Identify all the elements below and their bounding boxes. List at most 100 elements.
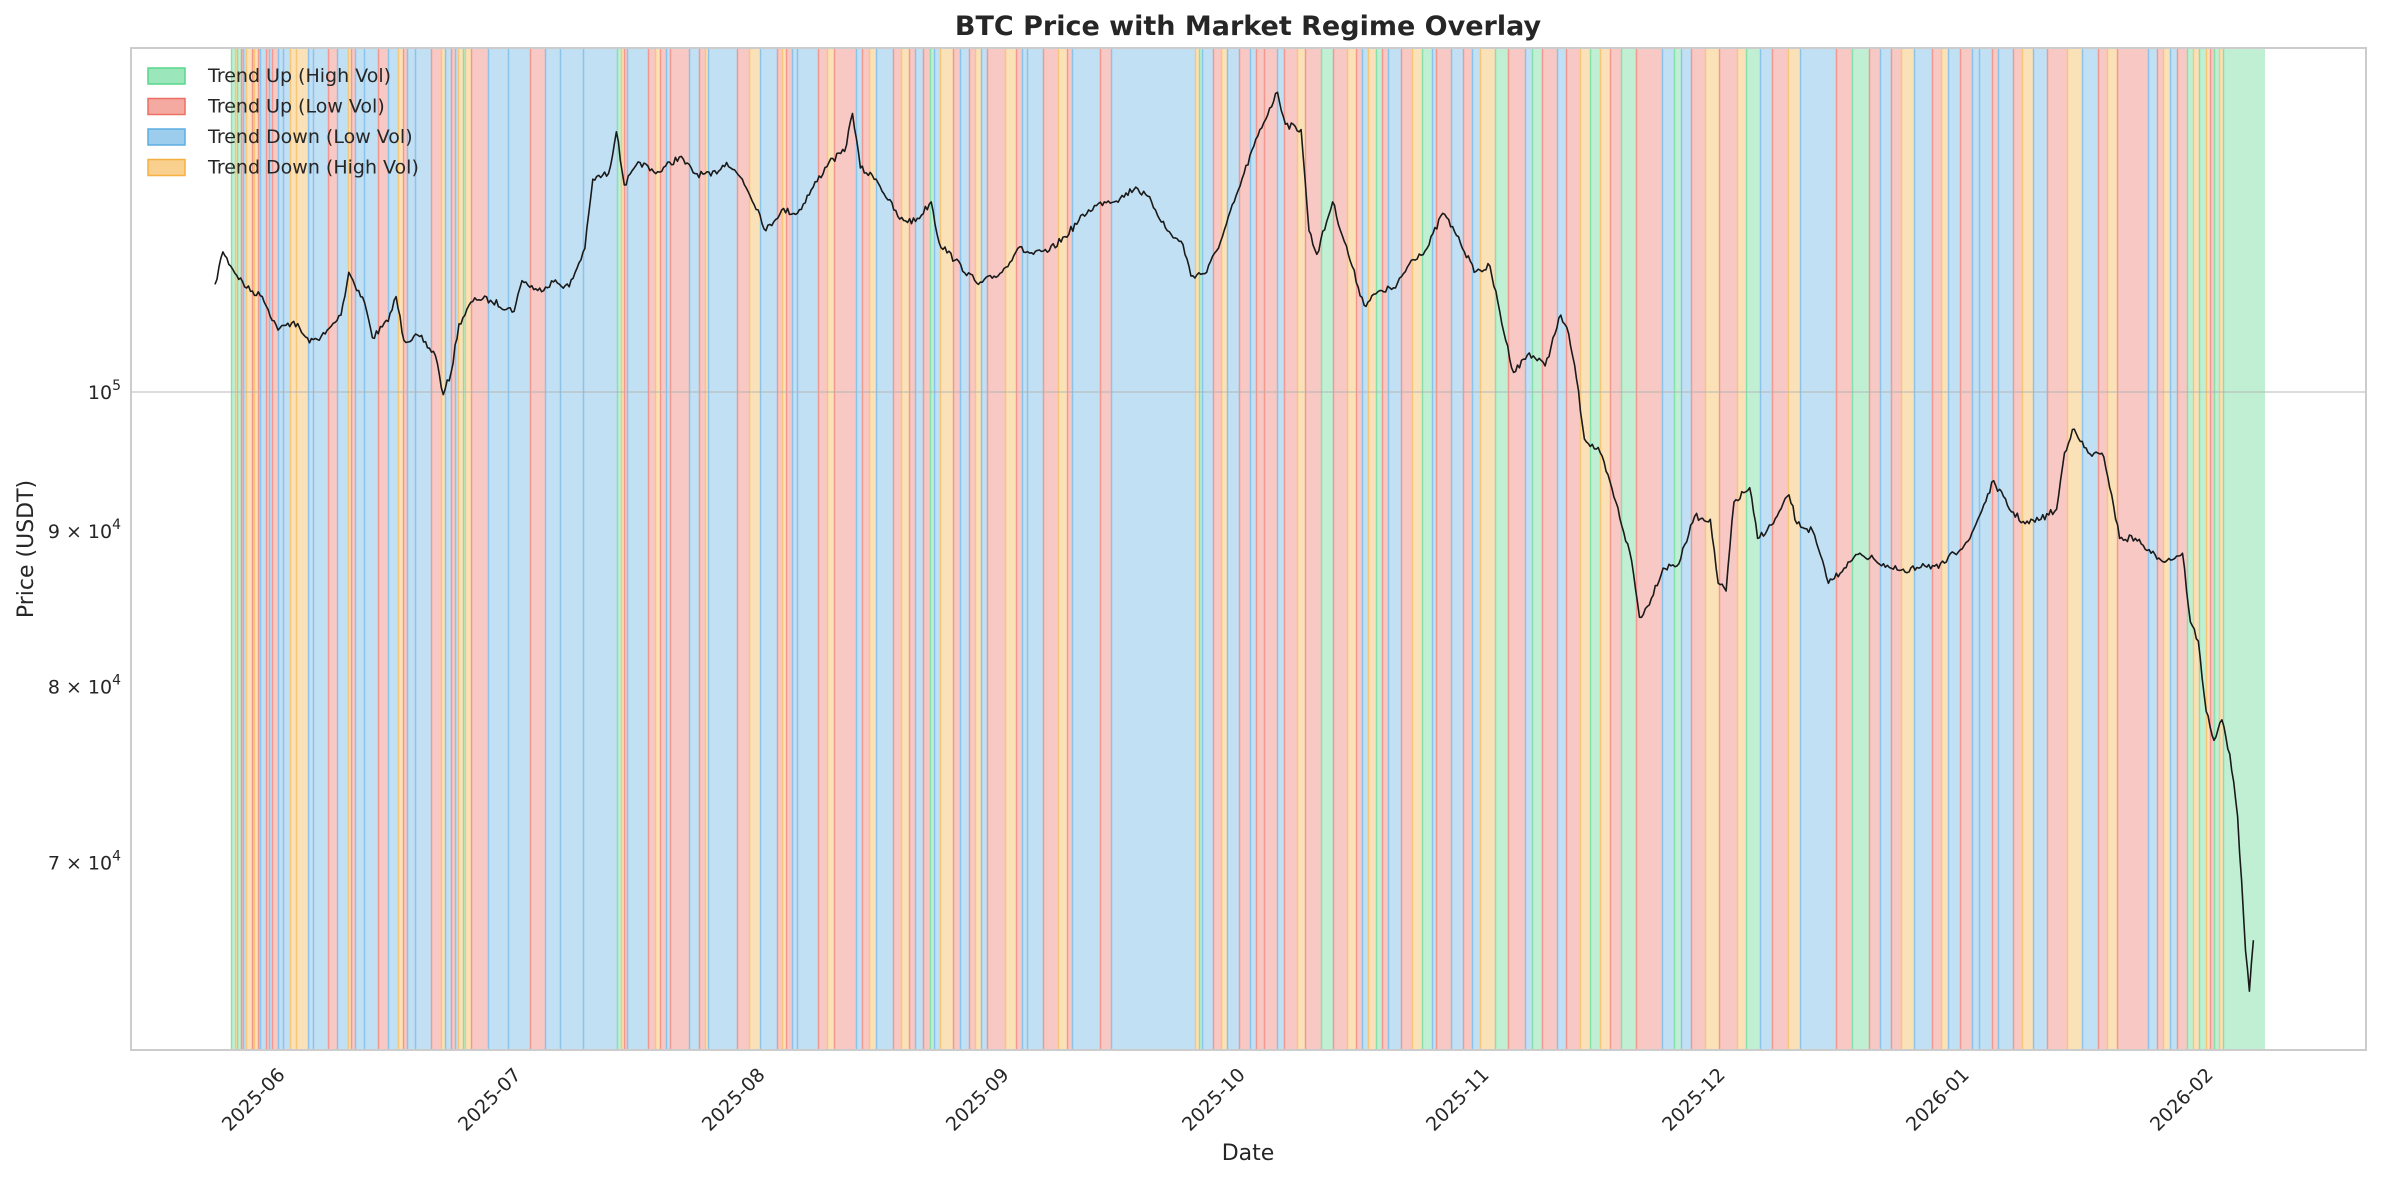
regime-band-down_low: [1979, 49, 1992, 1049]
regime-band-up_low: [1436, 49, 1451, 1049]
regime-band-down_low: [278, 49, 283, 1049]
regime-band-down_low: [1388, 49, 1401, 1049]
regime-band-down_high: [901, 49, 909, 1049]
regime-band-up_low: [1691, 49, 1705, 1049]
regime-band-down_low: [445, 49, 451, 1049]
regime-band-down_low: [337, 49, 348, 1049]
regime-band-down_high: [1580, 49, 1590, 1049]
regime-band-down_high: [2067, 49, 2082, 1049]
regime-band-down_low: [1681, 49, 1691, 1049]
legend-swatch: [147, 67, 186, 85]
regime-band-down_high: [2107, 49, 2117, 1049]
regime-band-up_low: [1305, 49, 1321, 1049]
regime-band-down_high: [296, 49, 308, 1049]
regime-band-down_low: [545, 49, 560, 1049]
regime-band-down_high: [975, 49, 981, 1049]
regime-band-down_low: [1027, 49, 1043, 1049]
regime-band-down_high: [655, 49, 660, 1049]
regime-band-down_low: [1948, 49, 1960, 1049]
regime-band-up_low: [1356, 49, 1362, 1049]
y-tick-label: 9 × 104: [48, 517, 121, 543]
regime-band-down_low: [934, 49, 940, 1049]
regime-band-down_low: [1022, 49, 1027, 1049]
legend-label: Trend Down (High Vol): [207, 157, 419, 179]
regime-band-up_low: [530, 49, 545, 1049]
regime-band-up_low: [1401, 49, 1412, 1049]
regime-band-down_low: [1472, 49, 1480, 1049]
regime-band-up_low: [777, 49, 782, 1049]
regime-band-down_low: [1451, 49, 1463, 1049]
regime-band-down_low: [1998, 49, 2013, 1049]
regime-band-down_high: [869, 49, 876, 1049]
regime-band-up_high: [1495, 49, 1508, 1049]
regime-band-down_high: [1737, 49, 1746, 1049]
regime-band-down_low: [407, 49, 415, 1049]
regime-band-up_low: [2047, 49, 2067, 1049]
y-tick-label: 7 × 104: [48, 849, 121, 875]
x-axis-label: Date: [1222, 1141, 1275, 1166]
regime-band-down_high: [1347, 49, 1356, 1049]
regime-band-down_high: [621, 49, 624, 1049]
regime-band-down_low: [583, 49, 617, 1049]
regime-band-up_high: [231, 49, 235, 1049]
legend-item-down_low: Trend Down (Low Vol): [147, 126, 413, 148]
regime-band-down_high: [246, 49, 252, 1049]
regime-band-down_low: [1880, 49, 1891, 1049]
regime-band-up_low: [670, 49, 689, 1049]
regime-band-down_high: [1058, 49, 1067, 1049]
regime-band-up_low: [862, 49, 869, 1049]
regime-band-down_low: [1111, 49, 1195, 1049]
regime-band-down_low: [960, 49, 969, 1049]
regime-band-down_low: [1525, 49, 1532, 1049]
regime-band-up_low: [786, 49, 792, 1049]
regime-band-up_low: [378, 49, 388, 1049]
regime-band-down_low: [2033, 49, 2047, 1049]
regime-band-down_low: [1432, 49, 1436, 1049]
regime-band-down_low: [1662, 49, 1674, 1049]
regime-band-up_low: [1016, 49, 1022, 1049]
regime-band-down_high: [1221, 49, 1227, 1049]
regime-band-up_low: [1869, 49, 1880, 1049]
regime-band-down_low: [355, 49, 364, 1049]
regime-band-down_low: [856, 49, 862, 1049]
regime-band-up_low: [451, 49, 455, 1049]
regime-band-up_low: [660, 49, 666, 1049]
regime-band-down_high: [749, 49, 760, 1049]
regime-band-down_low: [915, 49, 923, 1049]
legend-swatch: [147, 158, 186, 177]
regime-band-down_low: [308, 49, 313, 1049]
regime-band-up_high: [1199, 49, 1202, 1049]
regime-band-up_low: [1891, 49, 1901, 1049]
y-axis-ticks: 7 × 104 8 × 104 9 × 104 105: [48, 378, 121, 875]
chart-title: BTC Price with Market Regime Overlay: [955, 11, 1542, 42]
regime-band-down_low: [760, 49, 777, 1049]
regime-band-down_low: [689, 49, 699, 1049]
regime-band-up_high: [1321, 49, 1333, 1049]
regime-band-up_low: [1636, 49, 1662, 1049]
regime-band-up_low: [1508, 49, 1525, 1049]
regime-band-down_low: [560, 49, 583, 1049]
regime-band-up_low: [2157, 49, 2163, 1049]
regime-band-up_low: [2117, 49, 2148, 1049]
regime-band-down_high: [2219, 49, 2223, 1049]
regime-band-up_low: [1772, 49, 1788, 1049]
legend: Trend Up (High Vol) Trend Up (Low Vol) Tre…: [147, 65, 419, 179]
regime-band-down_high: [1901, 49, 1914, 1049]
regime-band-down_low: [313, 49, 328, 1049]
regime-band-down_low: [364, 49, 378, 1049]
regime-band-down_high: [1005, 49, 1016, 1049]
regime-band-up_low: [1836, 49, 1852, 1049]
regime-band-up_low: [328, 49, 337, 1049]
regime-band-down_high: [1368, 49, 1376, 1049]
legend-label: Trend Down (Low Vol): [207, 126, 413, 148]
regime-band-down_high: [2193, 49, 2199, 1049]
regime-band-up_high: [1674, 49, 1681, 1049]
regime-band-up_low: [1067, 49, 1072, 1049]
regime-band-up_low: [987, 49, 1005, 1049]
regime-band-up_low: [953, 49, 960, 1049]
regime-band-down_low: [1760, 49, 1772, 1049]
regime-band-down_high: [1941, 49, 1948, 1049]
regime-band-down_low: [1972, 49, 1979, 1049]
regime-band-down_high: [2163, 49, 2170, 1049]
